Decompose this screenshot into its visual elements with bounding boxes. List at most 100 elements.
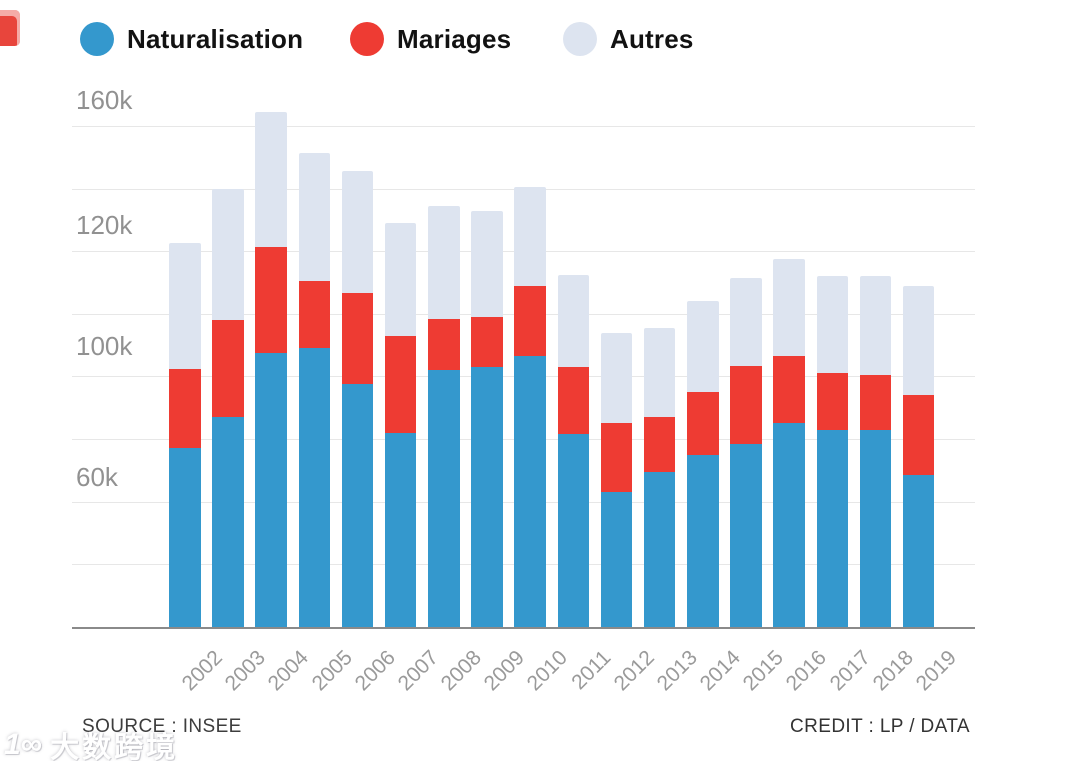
legend-label: Mariages — [397, 23, 512, 54]
x-axis-label: 2002 — [177, 646, 228, 696]
bar-2014 — [687, 301, 719, 627]
red-dot-icon — [350, 22, 384, 56]
segment-autres-2003 — [212, 188, 244, 321]
segment-autres-2013 — [643, 327, 676, 418]
segment-naturalisation-2002 — [169, 448, 201, 627]
bar-2016 — [773, 259, 805, 627]
y-axis-tick-label: 160k — [76, 85, 133, 115]
segment-naturalisation-2010 — [514, 356, 546, 627]
bar-2011 — [557, 274, 590, 627]
bar-2007 — [384, 223, 417, 627]
x-axis-label: 2006 — [350, 646, 400, 696]
segment-autres-2019 — [902, 285, 935, 396]
x-axis-label: 2013 — [652, 646, 702, 696]
x-axis-label: 2010 — [523, 646, 573, 696]
bar-2012 — [600, 332, 633, 627]
segment-mariages-2010 — [514, 285, 546, 357]
segment-naturalisation-2012 — [600, 492, 633, 627]
x-axis-label: 2005 — [307, 646, 357, 696]
segment-mariages-2011 — [557, 367, 590, 435]
segment-autres-2002 — [169, 243, 201, 369]
x-axis-label: 2012 — [609, 646, 659, 696]
x-axis-label: 2008 — [436, 646, 487, 696]
blue-dot-icon — [80, 22, 114, 56]
segment-naturalisation-2013 — [643, 471, 676, 627]
segment-naturalisation-2004 — [255, 352, 287, 627]
legend-item-naturalisation: Naturalisation — [80, 22, 303, 56]
gridline — [72, 125, 975, 127]
segment-naturalisation-2015 — [730, 443, 762, 627]
segment-mariages-2019 — [902, 395, 935, 476]
segment-mariages-2007 — [384, 335, 417, 433]
x-axis-label: 2009 — [479, 646, 530, 696]
x-axis-line — [72, 627, 975, 629]
segment-mariages-2008 — [428, 318, 460, 371]
segment-autres-2012 — [600, 332, 633, 424]
segment-mariages-2016 — [773, 356, 805, 424]
x-axis-label: 2016 — [782, 646, 832, 696]
bar-2003 — [212, 188, 244, 627]
segment-mariages-2015 — [730, 365, 762, 444]
x-axis-label: 2003 — [220, 646, 271, 696]
segment-autres-2005 — [298, 152, 330, 281]
bar-2002 — [169, 243, 201, 627]
segment-autres-2011 — [557, 274, 590, 368]
segment-mariages-2004 — [255, 246, 287, 353]
y-axis-tick-label: 100k — [76, 331, 133, 361]
segment-autres-2017 — [816, 276, 849, 374]
legend-label: Naturalisation — [127, 23, 304, 54]
x-axis-label: 2014 — [695, 646, 746, 696]
segment-naturalisation-2019 — [902, 475, 935, 627]
segment-mariages-2013 — [643, 417, 676, 472]
bar-2005 — [298, 152, 330, 627]
segment-mariages-2005 — [298, 280, 330, 349]
segment-naturalisation-2003 — [212, 417, 244, 627]
bar-2010 — [514, 187, 546, 627]
legend-label: Autres — [610, 23, 694, 54]
x-axis-label: 2004 — [264, 646, 314, 696]
bar-2009 — [471, 210, 503, 627]
watermark-text: 大数跨境 — [50, 732, 179, 761]
segment-mariages-2003 — [212, 320, 244, 418]
segment-autres-2009 — [471, 210, 503, 317]
segment-naturalisation-2014 — [687, 454, 719, 627]
segment-autres-2004 — [255, 111, 287, 247]
x-axis-label: 2007 — [393, 646, 443, 696]
watermark-badge-icon — [0, 10, 20, 46]
x-axis-label: 2018 — [868, 646, 918, 696]
bar-2017 — [816, 276, 849, 627]
segment-mariages-2006 — [341, 293, 374, 385]
segment-naturalisation-2008 — [428, 370, 460, 627]
segment-mariages-2012 — [600, 423, 633, 493]
segment-autres-2010 — [514, 187, 546, 286]
x-axis-label: 2011 — [567, 646, 616, 695]
segment-mariages-2009 — [471, 316, 503, 368]
source-note: SOURCE : INSEE — [82, 716, 242, 737]
x-axis-label: 2017 — [825, 646, 875, 696]
segment-naturalisation-2009 — [471, 367, 503, 627]
y-axis-tick-label: 60k — [76, 462, 118, 492]
legend-item-autres: Autres — [563, 22, 694, 56]
y-axis-tick-label: 120k — [76, 210, 133, 240]
segment-naturalisation-2005 — [298, 348, 330, 627]
segment-naturalisation-2017 — [816, 429, 849, 627]
segment-autres-2015 — [730, 277, 762, 366]
segment-naturalisation-2006 — [341, 384, 374, 627]
credit-note: CREDIT : LP / DATA — [790, 716, 970, 737]
segment-autres-2006 — [341, 171, 374, 294]
segment-autres-2016 — [773, 259, 805, 357]
segment-autres-2008 — [428, 205, 460, 319]
segment-mariages-2017 — [816, 373, 849, 430]
watermark-logo-icon: 1∞ — [4, 728, 43, 761]
bar-2004 — [255, 111, 287, 627]
bar-2013 — [643, 327, 676, 627]
segment-mariages-2018 — [859, 374, 892, 430]
segment-naturalisation-2018 — [859, 429, 892, 627]
segment-autres-2007 — [384, 223, 417, 336]
segment-mariages-2002 — [169, 368, 201, 449]
watermark: 1∞ 大数跨境 — [4, 724, 178, 761]
segment-mariages-2014 — [687, 392, 719, 455]
segment-naturalisation-2011 — [557, 434, 590, 627]
